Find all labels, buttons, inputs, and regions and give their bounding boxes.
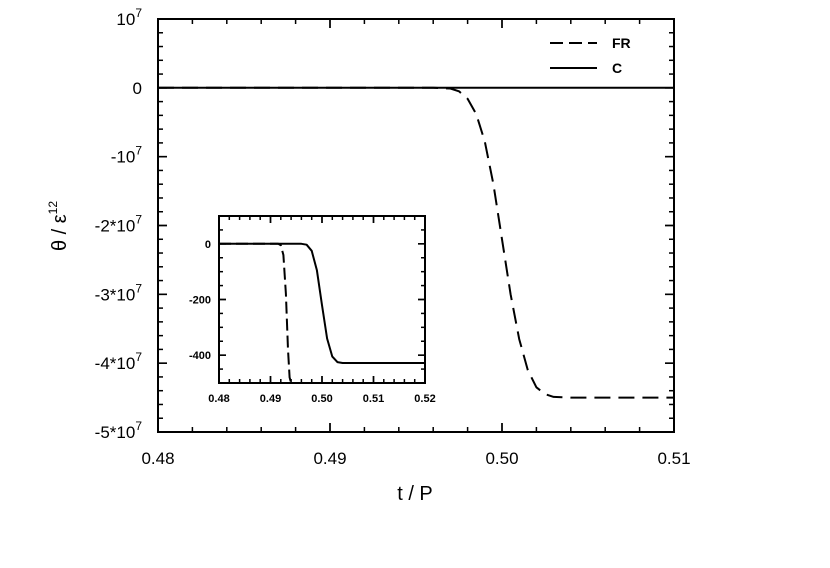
main-y-tick-labels: 107 0 -107 -2*107 -3*107 -4*107 -5*107 <box>95 6 143 442</box>
inset-x-tick-label: 0.52 <box>414 393 435 405</box>
main-y-tick-label: 0 <box>133 79 142 98</box>
inset-x-tick-label: 0.48 <box>208 393 229 405</box>
x-axis-title: t / P <box>397 483 433 505</box>
main-y-tick-label: -4*107 <box>95 350 143 373</box>
main-y-tick-label: -5*107 <box>95 419 143 442</box>
inset-plot-frame <box>218 215 426 384</box>
inset-x-tick-label: 0.50 <box>311 393 332 405</box>
main-y-tick-label: -107 <box>111 144 143 167</box>
inset-series-c <box>219 242 425 364</box>
main-y-tick-label: -2*107 <box>95 213 143 236</box>
legend: FR C <box>550 35 631 76</box>
main-x-tick-label: 0.49 <box>313 449 346 468</box>
main-chart: 0.48 0.49 0.50 0.51 107 0 -107 -2*107 -3*107 -4*… <box>46 6 691 505</box>
inset-y-tick-label: 0 <box>205 239 211 251</box>
inset-y-tick-label: -200 <box>189 295 211 307</box>
inset-x-tick-labels: 0.48 0.49 0.50 0.51 0.52 <box>208 393 435 405</box>
inset-chart: 0.48 0.49 0.50 0.51 0.52 0 -200 -400 <box>189 215 436 405</box>
main-series-fr <box>158 86 674 399</box>
inset-series <box>219 242 425 384</box>
main-y-tick-label: 107 <box>116 6 142 29</box>
main-x-tick-labels: 0.48 0.49 0.50 0.51 <box>141 449 690 468</box>
main-x-tick-label: 0.50 <box>485 449 518 468</box>
legend-label-fr: FR <box>612 35 631 51</box>
inset-x-tick-label: 0.51 <box>363 393 384 405</box>
inset-y-tick-labels: 0 -200 -400 <box>189 239 211 362</box>
y-axis-title: θ / ε12 <box>46 201 71 251</box>
y-axis-title-sup: 12 <box>46 201 60 215</box>
y-axis-title-base: θ / ε <box>49 214 71 251</box>
main-x-tick-label: 0.48 <box>141 449 174 468</box>
main-x-tick-label: 0.51 <box>657 449 690 468</box>
inset-x-tick-label: 0.49 <box>260 393 281 405</box>
main-y-tick-label: -3*107 <box>95 281 143 304</box>
main-plot-frame <box>157 18 675 433</box>
main-series <box>158 86 674 399</box>
legend-label-c: C <box>612 60 622 76</box>
inset-y-tick-label: -400 <box>189 350 211 362</box>
